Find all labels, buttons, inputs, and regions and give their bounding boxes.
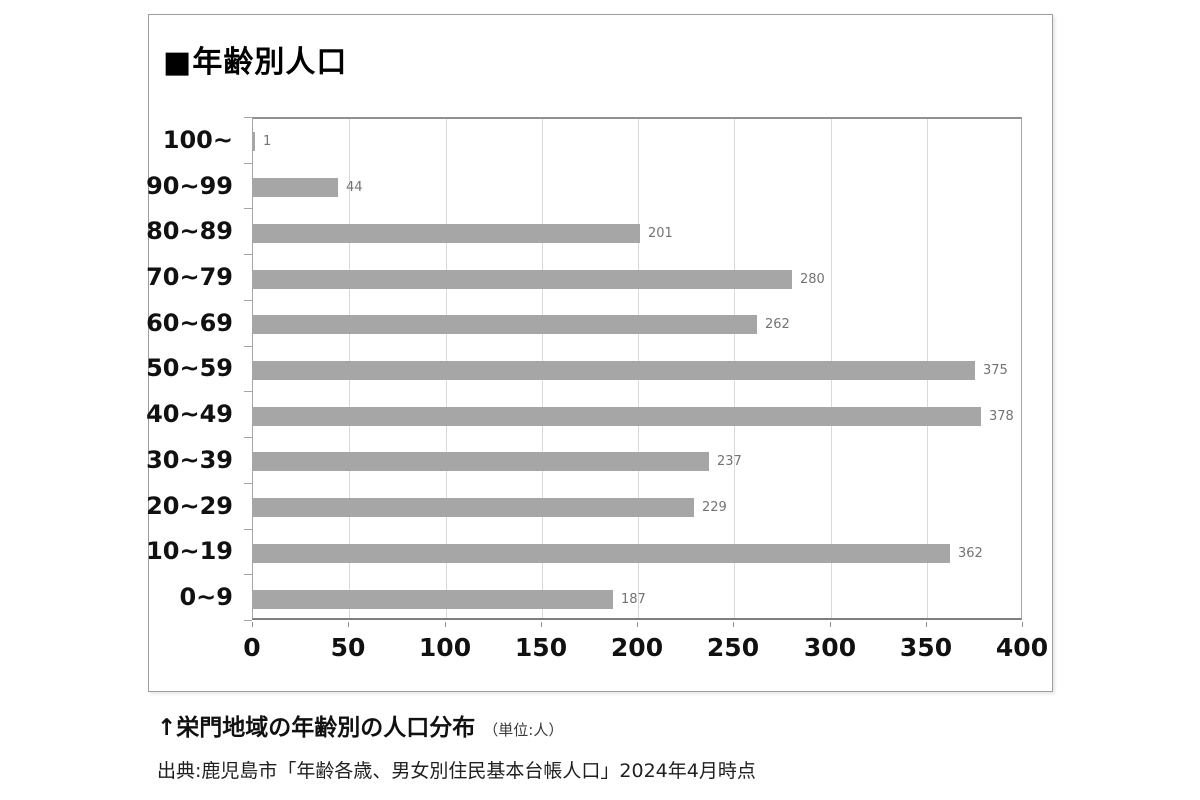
x-axis-tick xyxy=(541,622,542,627)
x-axis-tick xyxy=(445,622,446,627)
y-axis-label: 30~39 xyxy=(146,445,233,474)
chart-title: ■年齢別人口 xyxy=(163,45,348,80)
figure-caption-text: ↑栄門地域の年齢別の人口分布 xyxy=(157,715,476,741)
x-axis-tick xyxy=(252,622,253,627)
y-axis-label: 70~79 xyxy=(146,263,233,292)
x-axis-label: 400 xyxy=(995,633,1049,662)
y-axis-tick xyxy=(244,117,252,118)
bar xyxy=(253,270,792,289)
bar-value-label: 229 xyxy=(702,500,727,515)
y-axis-tick xyxy=(244,391,252,392)
bar-value-label: 280 xyxy=(800,272,825,287)
x-axis-label: 50 xyxy=(330,633,366,662)
y-axis-label: 40~49 xyxy=(146,400,233,429)
bar xyxy=(253,452,709,471)
figure-caption-unit: （単位:人） xyxy=(483,721,564,739)
x-axis-tick xyxy=(1022,622,1023,627)
x-axis-tick xyxy=(637,622,638,627)
y-axis-tick xyxy=(244,483,252,484)
y-axis-tick xyxy=(244,208,252,209)
bar xyxy=(253,132,255,151)
bar xyxy=(253,178,338,197)
chart-panel: ■年齢別人口 1 44 201 280 262 375 378 237 229 362 187 0 5… xyxy=(146,14,1053,692)
bar xyxy=(253,407,981,426)
y-axis-tick xyxy=(244,574,252,575)
x-axis-label: 300 xyxy=(803,633,857,662)
y-axis-label: 100~ xyxy=(162,125,233,154)
y-axis-label: 10~19 xyxy=(146,537,233,566)
y-axis-tick xyxy=(244,346,252,347)
y-axis-tick xyxy=(244,437,252,438)
x-axis-label: 250 xyxy=(706,633,760,662)
x-axis-tick xyxy=(830,622,831,627)
x-axis-label: 0 xyxy=(243,633,261,662)
x-axis-label: 350 xyxy=(899,633,953,662)
y-axis-tick xyxy=(244,254,252,255)
y-axis-label: 60~69 xyxy=(146,308,233,337)
x-axis-label: 100 xyxy=(418,633,472,662)
x-axis-label: 150 xyxy=(514,633,568,662)
bar xyxy=(253,590,613,609)
y-axis-tick xyxy=(244,163,252,164)
x-axis-label: 200 xyxy=(610,633,664,662)
bar-value-label: 201 xyxy=(648,226,673,241)
bar-value-label: 237 xyxy=(717,454,742,469)
bar xyxy=(253,224,640,243)
bar xyxy=(253,498,694,517)
y-axis-label: 50~59 xyxy=(146,354,233,383)
y-axis-label: 90~99 xyxy=(146,171,233,200)
figure-source: 出典:鹿児島市「年齢各歳、男女別住民基本台帳人口」2024年4月時点 xyxy=(157,760,756,782)
y-axis-label: 0~9 xyxy=(179,583,233,612)
figure-caption: ↑栄門地域の年齢別の人口分布 （単位:人） xyxy=(157,708,563,742)
bar xyxy=(253,361,975,380)
y-axis-tick xyxy=(244,300,252,301)
x-axis-tick xyxy=(733,622,734,627)
x-axis-tick xyxy=(348,622,349,627)
bar-value-label: 375 xyxy=(983,363,1008,378)
y-axis-tick xyxy=(244,620,252,621)
y-axis-tick xyxy=(244,529,252,530)
x-axis-tick xyxy=(926,622,927,627)
bar-value-label: 187 xyxy=(621,592,646,607)
plot-area: 1 44 201 280 262 375 378 237 229 362 187 xyxy=(252,117,1022,620)
bar xyxy=(253,315,757,334)
bar-value-label: 1 xyxy=(263,134,272,149)
chart-region: 1 44 201 280 262 375 378 237 229 362 187 0 50 100 150… xyxy=(146,15,1052,691)
bar-value-label: 44 xyxy=(346,180,363,195)
y-axis-label: 20~29 xyxy=(146,491,233,520)
bar-value-label: 378 xyxy=(989,409,1014,424)
y-axis-label: 80~89 xyxy=(146,217,233,246)
bar-value-label: 362 xyxy=(958,546,983,561)
bar xyxy=(253,544,950,563)
bar-value-label: 262 xyxy=(765,317,790,332)
